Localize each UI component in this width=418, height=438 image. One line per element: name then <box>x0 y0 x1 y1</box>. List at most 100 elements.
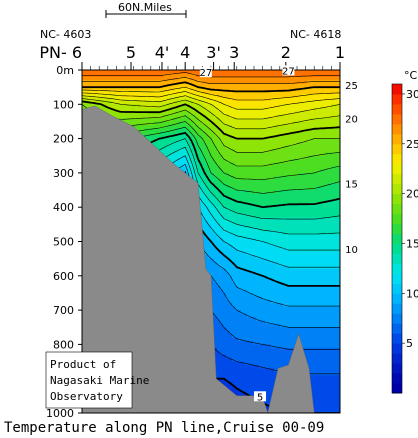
temperature-cell <box>166 70 170 75</box>
temperature-cell <box>184 107 188 112</box>
temperature-cell <box>202 121 206 126</box>
temperature-cell <box>145 114 149 119</box>
temperature-cell <box>109 94 113 99</box>
temperature-cell <box>211 299 215 304</box>
temperature-cell <box>217 155 221 160</box>
temperature-cell <box>196 179 200 184</box>
temperature-cell <box>229 100 233 105</box>
temperature-cell <box>229 286 233 291</box>
temperature-cell <box>226 227 230 232</box>
temperature-cell <box>229 193 233 198</box>
temperature-cell <box>175 97 179 102</box>
temperature-cell <box>217 241 221 246</box>
temperature-cell <box>220 220 224 225</box>
temperature-cell <box>112 90 116 95</box>
temperature-cell <box>202 190 206 195</box>
temperature-cell <box>217 272 221 277</box>
temperature-cell <box>199 142 203 147</box>
temperature-cell <box>226 313 230 318</box>
temperature-cell <box>166 104 170 109</box>
temperature-cell <box>214 258 218 263</box>
temperature-cell <box>208 80 212 85</box>
temperature-cell <box>214 337 218 342</box>
temperature-cell <box>229 73 233 78</box>
temperature-cell <box>214 334 218 339</box>
temperature-cell <box>196 80 200 85</box>
temperature-cell <box>97 87 101 92</box>
temperature-cell <box>214 316 218 321</box>
temperature-cell <box>220 183 224 188</box>
station-label: 3' <box>206 43 221 62</box>
temperature-cell <box>205 80 209 85</box>
temperature-cell <box>208 172 212 177</box>
temperature-cell <box>115 70 119 75</box>
plot-area <box>82 70 340 413</box>
temperature-cell <box>211 262 215 267</box>
temperature-cell <box>199 172 203 177</box>
temperature-cell <box>190 107 194 112</box>
temperature-cell <box>124 100 128 105</box>
temperature-cell <box>154 94 158 99</box>
temperature-cell <box>181 97 185 102</box>
temperature-cell <box>151 97 155 102</box>
temperature-cell <box>202 224 206 229</box>
temperature-cell <box>175 124 179 129</box>
temperature-cell <box>142 114 146 119</box>
temperature-cell <box>229 155 233 160</box>
temperature-cell <box>217 306 221 311</box>
temperature-cell <box>226 148 230 153</box>
temperature-cell <box>157 107 161 112</box>
temperature-cell <box>223 135 227 140</box>
temperature-cell <box>214 292 218 297</box>
temperature-cell <box>148 90 152 95</box>
temperature-cell <box>214 327 218 332</box>
temperature-cell <box>229 234 233 239</box>
temperature-cell <box>130 121 134 126</box>
temperature-cell <box>211 186 215 191</box>
temperature-cell <box>226 244 230 249</box>
temperature-cell <box>199 131 203 136</box>
temperature-cell <box>229 203 233 208</box>
temperature-cell <box>82 90 86 95</box>
temperature-cell <box>226 83 230 88</box>
temperature-cell <box>217 340 221 345</box>
temperature-cell <box>106 80 110 85</box>
temperature-cell <box>208 169 212 174</box>
temperature-cell <box>160 100 164 105</box>
temperature-cell <box>205 94 209 99</box>
temperature-cell <box>217 87 221 92</box>
temperature-cell <box>133 76 137 81</box>
temperature-cell <box>229 323 233 328</box>
temperature-cell <box>124 118 128 123</box>
temperature-cell <box>187 73 191 78</box>
temperature-cell <box>202 118 206 123</box>
temperature-cell <box>220 169 224 174</box>
temperature-cell <box>223 97 227 102</box>
temperature-cell <box>190 128 194 133</box>
temperature-cell <box>124 76 128 81</box>
temperature-cell <box>139 70 143 75</box>
temperature-cell <box>181 100 185 105</box>
temperature-cell <box>214 166 218 171</box>
temperature-cell <box>223 87 227 92</box>
temperature-cell <box>181 87 185 92</box>
temperature-cell <box>226 248 230 253</box>
temperature-cell <box>223 169 227 174</box>
temperature-cell <box>127 121 131 126</box>
temperature-cell <box>106 90 110 95</box>
temperature-cell <box>211 162 215 167</box>
temperature-cell <box>94 97 98 102</box>
temperature-cell <box>223 121 227 126</box>
temperature-cell <box>169 90 173 95</box>
temperature-cell <box>199 121 203 126</box>
temperature-cell <box>211 172 215 177</box>
temperature-cell <box>193 104 197 109</box>
temperature-cell <box>178 135 182 140</box>
temperature-cell <box>181 107 185 112</box>
temperature-cell <box>184 162 188 167</box>
temperature-cell <box>151 80 155 85</box>
temperature-cell <box>220 94 224 99</box>
temperature-cell <box>151 70 155 75</box>
temperature-cell <box>169 145 173 150</box>
temperature-cell <box>181 155 185 160</box>
